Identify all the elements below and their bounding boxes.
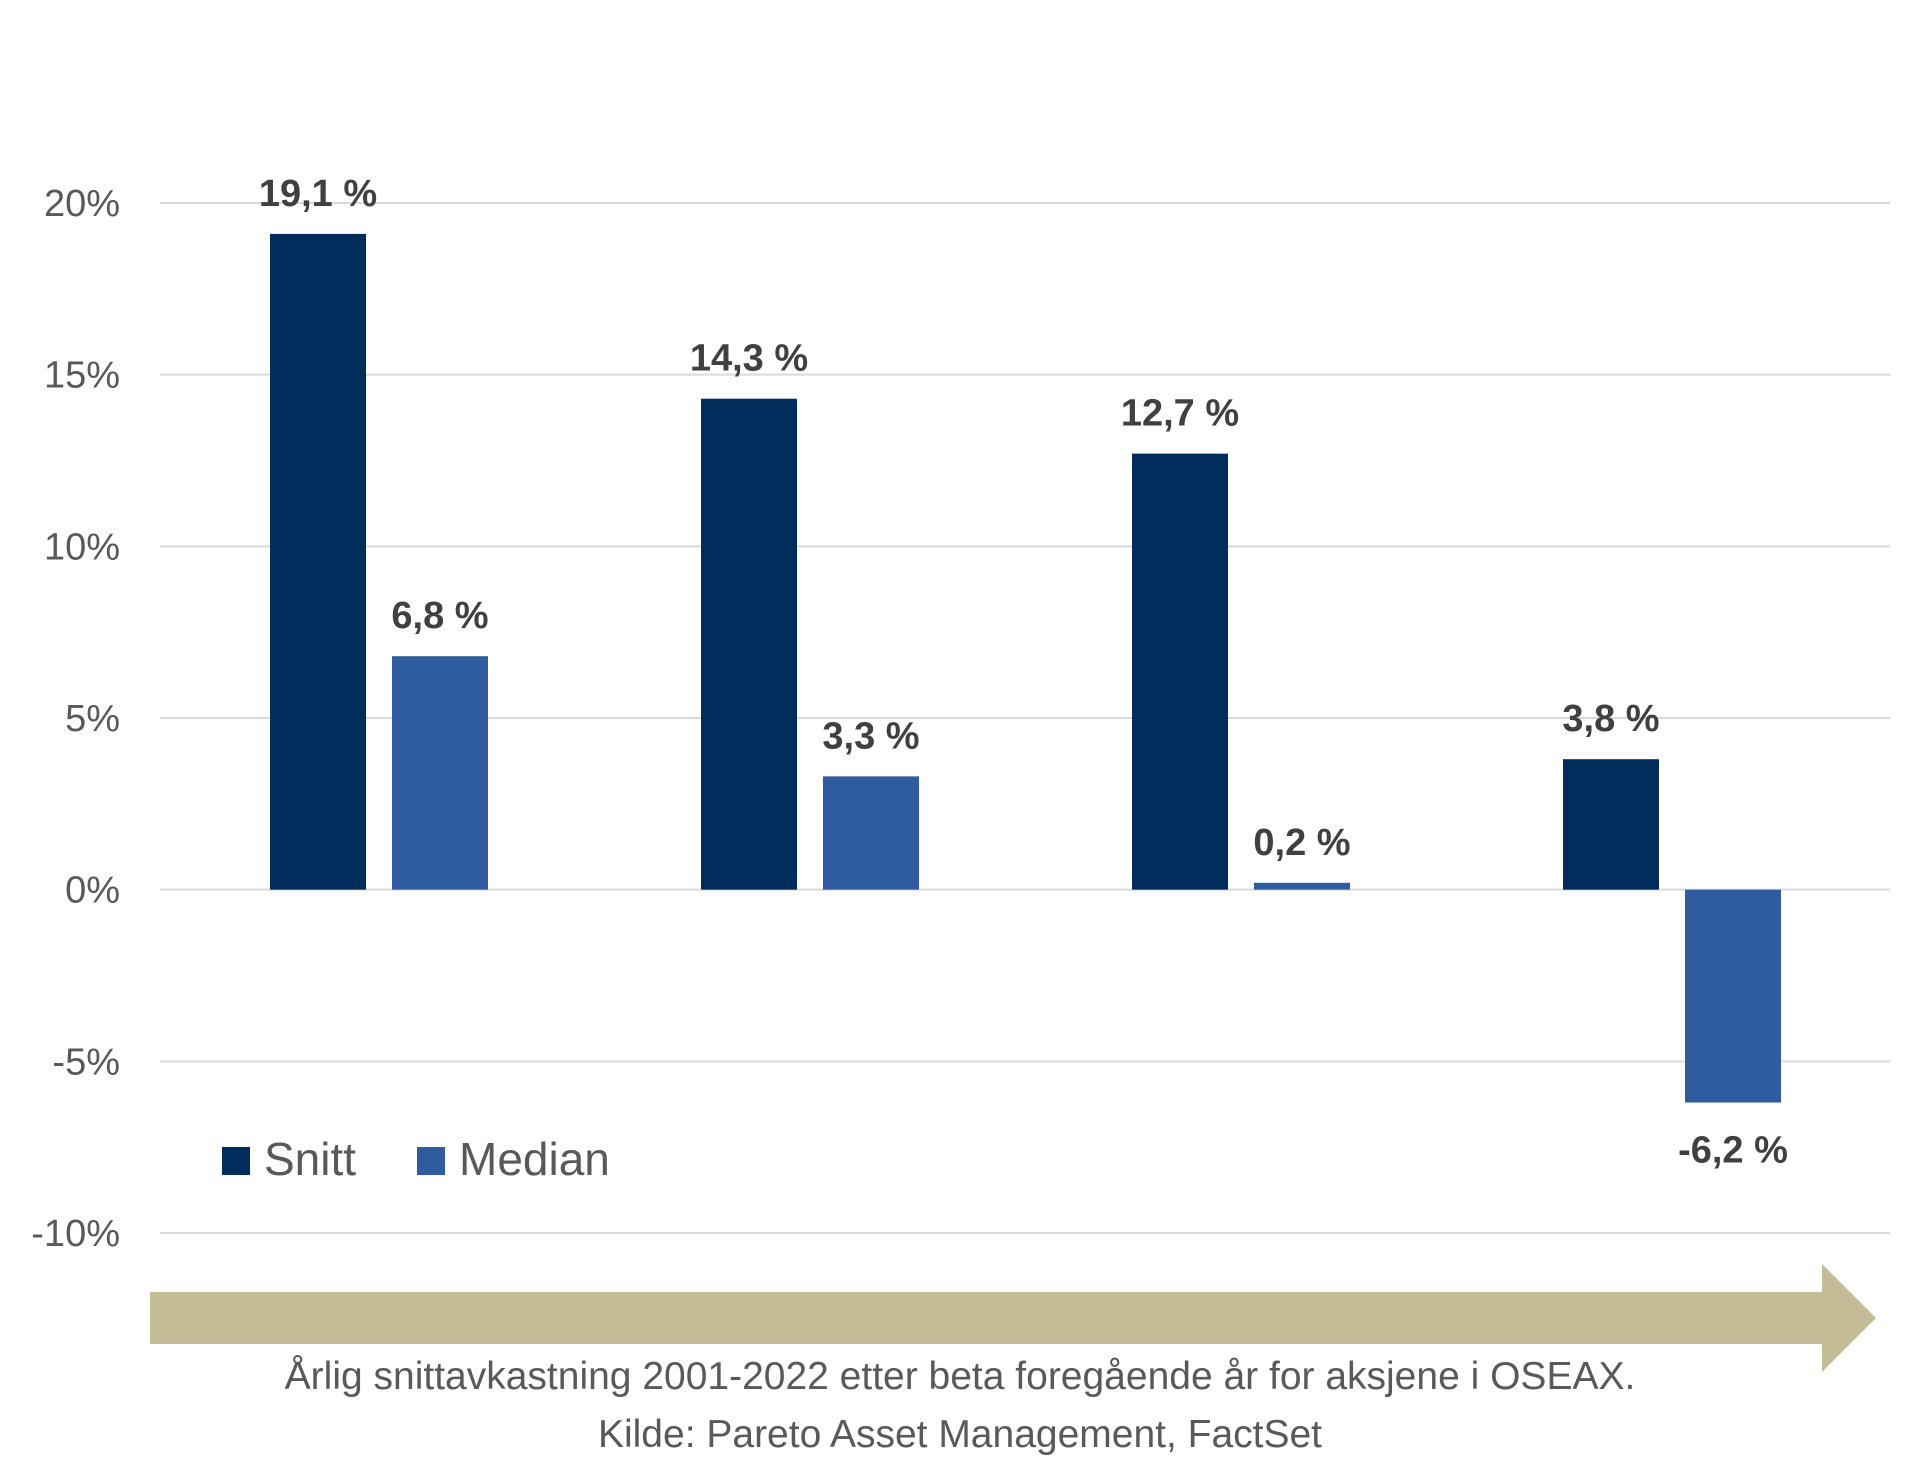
direction-arrow <box>150 1264 1876 1372</box>
y-tick-label: 15% <box>44 355 120 397</box>
caption-line-2: Kilde: Pareto Asset Management, FactSet <box>597 1413 1323 1456</box>
legend: Snitt Median <box>222 1133 610 1185</box>
data-label: 3,8 % <box>1562 698 1659 740</box>
data-label: 12,7 % <box>1121 393 1239 435</box>
y-axis-ticks: 20% 15% 10% 5% 0% -5% -10% <box>31 183 120 1255</box>
data-label: -6,2 % <box>1678 1130 1788 1172</box>
data-label: 0,2 % <box>1253 822 1350 864</box>
data-label: 3,3 % <box>822 715 919 757</box>
legend-label-snitt: Snitt <box>264 1133 356 1185</box>
bar-snitt-4 <box>1563 759 1659 890</box>
bar-snitt-3 <box>1132 453 1228 890</box>
bar-median-2 <box>823 776 919 890</box>
legend-label-median: Median <box>459 1133 610 1185</box>
y-tick-label: -5% <box>52 1041 120 1083</box>
legend-swatch-snitt <box>222 1147 250 1175</box>
data-labels: 19,1 % 14,3 % 12,7 % 3,8 % 6,8 % 3,3 % 0,2 % -6… <box>259 173 1788 1172</box>
caption-line-1: Årlig snittavkastning 2001-2022 etter be… <box>284 1355 1636 1398</box>
legend-swatch-median <box>417 1147 445 1175</box>
y-tick-label: 0% <box>65 870 120 912</box>
y-tick-label: 10% <box>44 526 120 568</box>
data-label: 14,3 % <box>690 338 808 380</box>
y-tick-label: 5% <box>65 698 120 740</box>
bar-snitt-2 <box>701 398 797 890</box>
bar-snitt-1 <box>270 233 366 890</box>
bar-median-4 <box>1685 889 1781 1103</box>
bar-median-1 <box>392 656 488 890</box>
data-label: 6,8 % <box>391 595 488 637</box>
y-tick-label: -10% <box>31 1213 120 1255</box>
bars <box>270 233 1781 1103</box>
data-label: 19,1 % <box>259 173 377 215</box>
bar-median-3 <box>1254 882 1350 890</box>
y-tick-label: 20% <box>44 183 120 225</box>
